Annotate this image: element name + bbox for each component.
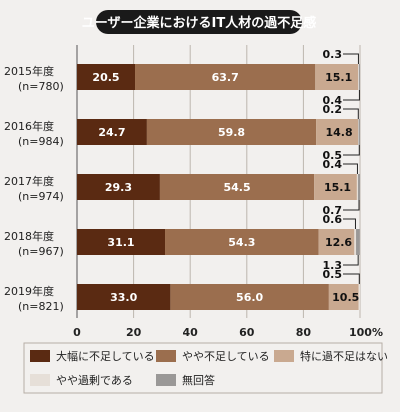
leader-line [343,255,359,266]
legend-label: 無回答 [182,373,215,387]
data-label: 63.7 [212,71,239,84]
bar-segment [77,284,171,310]
x-tick-label: 100% [349,326,383,339]
sample-size-label: (n=974) [18,190,64,203]
bar-segment [358,64,359,90]
bar-segment [77,229,166,255]
category-labels: 2015年度 (n=780) 2016年度 (n=984) 2017年度 (n=974) 2… [4,64,64,313]
x-tick-label: 0 [73,326,81,339]
bar-segment [77,174,160,200]
leader-line [343,200,360,211]
leader-line [343,108,359,119]
legend-swatch [156,374,176,386]
leader-line [343,90,360,101]
bar-segment [77,64,136,90]
sample-size-label: (n=984) [18,135,64,148]
leader-line [343,218,356,229]
bar-segment [358,64,360,90]
bars [77,64,360,310]
data-label: 0.3 [323,48,343,61]
category-label: 2017年度 [4,174,54,188]
bar-segment [358,119,360,145]
legend-label: 大幅に不足している [56,349,155,363]
bar-segment [315,64,359,90]
bar-segment [159,174,315,200]
bar-segment [358,174,360,200]
chart-title-text: ユーザー企業におけるIT人材の過不足感 [82,15,316,31]
sample-size-label: (n=821) [18,300,64,313]
bar-segment [314,174,357,200]
data-label: 0.2 [323,103,343,116]
chart-title-background [96,10,302,34]
leader-line [343,273,360,284]
data-label: 15.1 [324,181,351,194]
data-label: 0.4 [323,94,343,107]
data-label: 10.5 [332,291,359,304]
data-label: 29.3 [105,181,132,194]
category-label: 2018年度 [4,229,54,243]
sample-size-label: (n=967) [18,245,64,258]
leader-line [343,163,358,174]
data-label: 54.5 [223,181,250,194]
data-label: 24.7 [98,126,125,139]
bar-segment [358,284,360,310]
legend-swatch [30,350,50,362]
x-tick-labels: 0 20 40 60 80 100% [73,326,383,339]
category-label: 2016年度 [4,119,54,133]
chart-title: ユーザー企業におけるIT人材の過不足感 [82,10,316,34]
data-label: 20.5 [92,71,119,84]
data-label: 33.0 [110,291,137,304]
sample-size-label: (n=780) [18,80,64,93]
leader-line [343,145,360,156]
legend-swatch [30,374,50,386]
legend-swatch [274,350,294,362]
category-label: 2019年度 [4,284,54,298]
data-label: 56.0 [236,291,263,304]
data-label: 0.4 [323,158,343,171]
data-label: 0.6 [323,213,343,226]
x-tick-label: 40 [183,326,199,339]
bar-segment [77,119,147,145]
data-labels: 20.5 63.7 15.1 0.3 0.4 24.7 59.8 14.8 0.2 0.5 29.3… [92,48,360,304]
bar-segment [165,229,319,255]
data-label: 59.8 [218,126,245,139]
legend-label: やや不足している [182,350,270,363]
legend-label: やや過剰である [56,374,133,387]
bar-segment [318,229,355,255]
legend-label: 特に過不足はない [300,349,388,363]
data-label: 0.5 [323,268,343,281]
data-label: 14.8 [326,126,353,139]
bar-segment [135,64,316,90]
data-label: 15.1 [325,71,352,84]
bar-segment [354,229,357,255]
data-label: 0.7 [323,204,343,217]
bar-segment [356,229,360,255]
bar-segment [170,284,329,310]
leader-line [343,53,359,64]
category-label: 2015年度 [4,64,54,78]
data-label: 12.6 [325,236,352,249]
bar-segment [358,119,359,145]
legend-swatch [156,350,176,362]
data-label: 0.5 [323,149,343,162]
legend-frame [23,342,383,394]
x-tick-label: 60 [239,326,255,339]
data-label: 1.3 [323,259,343,272]
data-label: 31.1 [107,236,134,249]
bar-segment [316,119,359,145]
data-label: 54.3 [228,236,255,249]
bar-segment [328,284,359,310]
x-tick-label: 20 [126,326,142,339]
bar-segment [356,174,359,200]
x-tick-label: 80 [296,326,312,339]
bar-segment [146,119,317,145]
